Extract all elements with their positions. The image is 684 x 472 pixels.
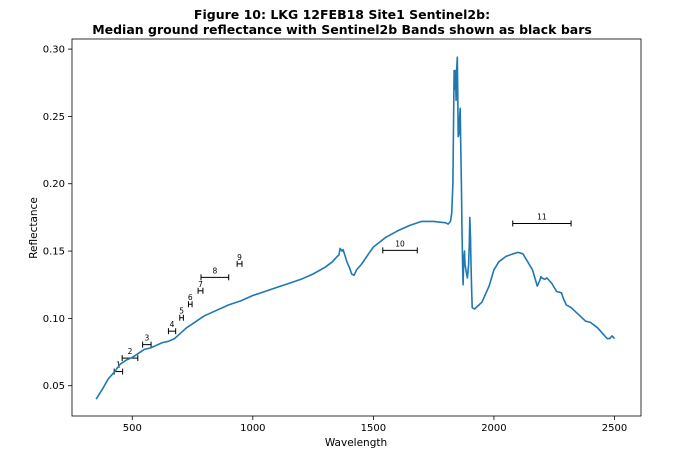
band-label: 10 bbox=[395, 239, 405, 248]
band-label: 6 bbox=[188, 293, 193, 302]
band-label: 3 bbox=[144, 334, 149, 343]
x-tick-label: 500 bbox=[123, 423, 142, 434]
y-tick-label: 0.25 bbox=[43, 112, 65, 123]
band-label: 1 bbox=[116, 361, 121, 370]
plot-frame bbox=[71, 38, 642, 417]
x-axis-ticks: 500 1000 1500 2000 2500 bbox=[123, 416, 627, 434]
band-label: 11 bbox=[537, 212, 547, 221]
x-tick-label: 2500 bbox=[602, 423, 627, 434]
y-tick-label: 0.15 bbox=[43, 247, 65, 258]
y-axis-label: Reflectance bbox=[28, 197, 40, 259]
band-label: 8 bbox=[212, 266, 217, 275]
y-tick-label: 0.10 bbox=[43, 314, 65, 325]
x-axis-label: Wavelength bbox=[325, 437, 387, 449]
x-tick-label: 2000 bbox=[481, 423, 506, 434]
x-tick-label: 1500 bbox=[361, 423, 386, 434]
band-label: 9 bbox=[237, 253, 242, 262]
chart-title-line-1: Figure 10: LKG 12FEB18 Site1 Sentinel2b: bbox=[194, 7, 490, 22]
reflectance-series bbox=[95, 56, 616, 400]
x-tick-label: 1000 bbox=[240, 423, 265, 434]
band-label: 2 bbox=[128, 347, 133, 356]
reflectance-line bbox=[95, 56, 616, 400]
y-tick-label: 0.30 bbox=[43, 45, 65, 56]
band-label: 4 bbox=[170, 320, 175, 329]
band-label: 5 bbox=[179, 307, 184, 316]
y-tick-label: 0.20 bbox=[43, 179, 65, 190]
y-axis-ticks: 0.05 0.10 0.15 0.20 0.25 0.30 bbox=[43, 45, 72, 392]
band-label: 7 bbox=[198, 280, 203, 289]
y-tick-label: 0.05 bbox=[43, 381, 65, 392]
chart-title-line-2: Median ground reflectance with Sentinel2… bbox=[92, 22, 592, 37]
